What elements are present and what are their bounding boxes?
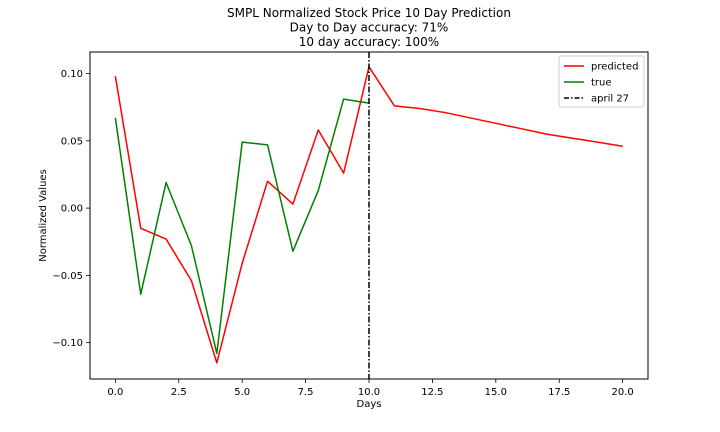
x-tick-label: 15.0	[485, 387, 507, 398]
y-axis-ticks: 0.10 0.05 0.00 −0.05 −0.10	[52, 69, 90, 349]
series-lines	[114, 52, 623, 379]
x-tick-label: 17.5	[548, 387, 570, 398]
y-axis-label: Normalized Values	[38, 169, 49, 262]
x-axis-label: Days	[357, 399, 382, 410]
y-tick-label: 0.00	[61, 204, 83, 215]
chart-title-line: Day to Day accuracy: 71%	[290, 21, 449, 35]
x-tick-label: 7.5	[298, 387, 314, 398]
legend-label: april 27	[591, 94, 629, 105]
legend: predicted true april 27	[558, 55, 645, 108]
legend-label: predicted	[591, 62, 638, 73]
x-tick-label: 12.5	[421, 387, 443, 398]
x-tick-label: 10.0	[358, 387, 380, 398]
x-tick-label: 20.0	[612, 387, 634, 398]
x-axis-ticks: 0.0 2.5 5.0 7.5 10.0 12.5 15.0 17.5 20.0	[107, 379, 634, 398]
chart-title: SMPL Normalized Stock Price 10 Day Predi…	[227, 6, 511, 49]
legend-label: true	[591, 78, 612, 89]
chart-title-line: SMPL Normalized Stock Price 10 Day Predi…	[227, 6, 511, 20]
chart-title-line: 10 day accuracy: 100%	[299, 35, 439, 49]
y-tick-label: −0.10	[52, 338, 83, 349]
series-line-true	[114, 98, 370, 355]
x-tick-label: 2.5	[171, 387, 187, 398]
x-tick-label: 5.0	[234, 387, 250, 398]
x-tick-label: 0.0	[107, 387, 123, 398]
y-tick-label: 0.05	[61, 136, 83, 147]
legend-box	[558, 55, 645, 108]
y-tick-label: −0.05	[52, 271, 83, 282]
y-tick-label: 0.10	[61, 69, 83, 80]
